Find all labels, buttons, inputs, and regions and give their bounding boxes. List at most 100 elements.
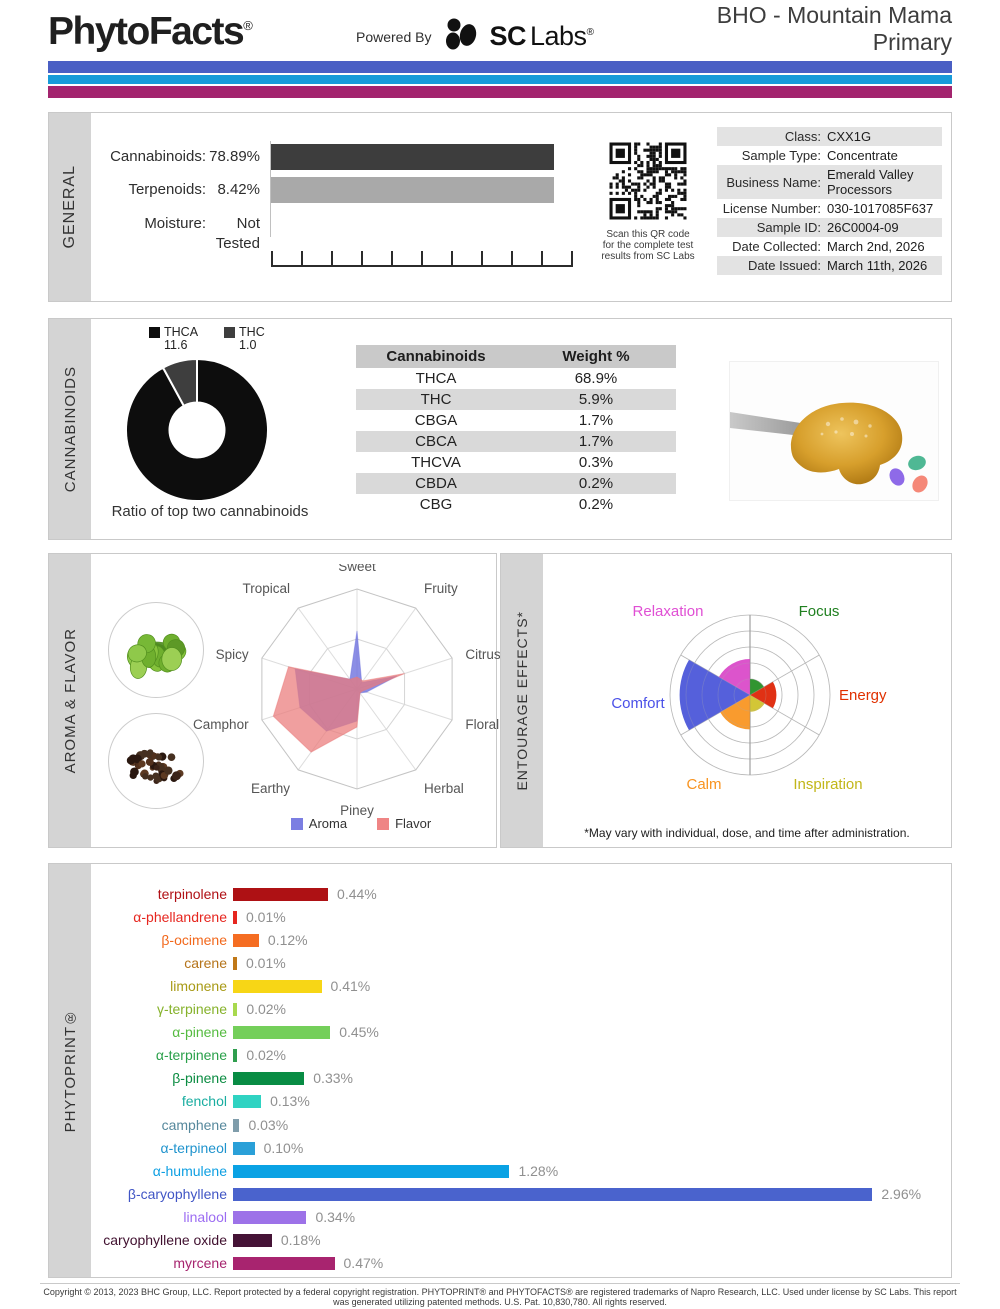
effect-label-energy: Energy [839,687,887,704]
info-value: CXX1G [827,129,872,144]
info-row: Date Issued: March 11th, 2026 [717,256,942,275]
peppercorns-image [108,713,204,809]
terpene-label: caryophyllene oxide [103,1231,227,1248]
cannabinoid-ratio-donut-chart [125,357,269,502]
terpene-bar [233,934,259,948]
sample-info-table: Class: CXX1G Sample Type: Concentrate Busine… [717,127,942,275]
section-phytoprint-strip: PHYTOPRINT® [49,864,91,1277]
brand-bar-magenta [48,86,952,98]
terpene-label: α-pinene [172,1024,227,1041]
terpene-value: 0.12% [267,932,308,949]
flavor-swatch [377,817,390,830]
donut-legend-swatch [224,326,236,338]
section-aroma-flavor: AROMA & FLAVOR Sweet Fruity Citrusy Floral H… [48,553,508,848]
radar-axis-label: Herbal [424,781,464,796]
column-header: Cannabinoids [386,348,486,365]
donut-legend-swatch [149,326,160,338]
terpene-bar [233,1118,240,1132]
terpene-bar [233,1003,238,1017]
section-cannabinoids: CANNABINOIDS THCA 11.6 THC 1.0 Ratio of top… [48,318,952,540]
donut-legend-label: THCA [164,325,199,339]
terpene-label: β-ocimene [161,932,227,949]
info-label: Sample ID: [756,220,821,235]
section-entourage: ENTOURAGE EFFECTS* Energy Focus Relaxation… [500,553,952,848]
radar-axis-label: Piney [340,803,374,818]
cannabinoid-cell: 68.9% [574,370,618,387]
donut-legend-item: THC 1.0 [224,325,265,352]
qr-caption: Scan this QR code for the complete test … [601,229,695,262]
section-cannabinoids-title: CANNABINOIDS [61,365,79,493]
cannabinoid-cell: THCVA [411,454,461,471]
info-row: Sample Type: Concentrate [717,146,942,165]
general-axis-line [270,141,271,237]
info-label: Date Collected: [732,239,821,254]
section-phytoprint: PHYTOPRINT® terpinolene 0.44% α-phellandre… [48,863,952,1278]
radar-axis-label: Floral [465,717,499,732]
sclabs-wordmark: SC Labs® [489,21,594,51]
terpene-label: γ-terpinene [156,1001,227,1018]
effect-wedge-calm [720,695,750,730]
cannabinoid-cell: 0.3% [578,454,614,471]
radar-axis-label: Tropical [242,581,290,596]
section-entourage-strip: ENTOURAGE EFFECTS* [501,554,543,847]
terpene-bar [233,1049,238,1063]
terpene-value: 0.44% [337,886,377,902]
terpene-value: 0.33% [313,1070,353,1087]
sclabs-logo-icon [440,14,480,59]
product-photo [729,361,939,501]
entourage-footnote: *May vary with individual, dose, and tim… [584,826,910,840]
terpene-label: α-terpineol [160,1139,227,1156]
concentrate-blob [790,402,903,485]
terpene-bar [233,1233,272,1247]
terpene-value: 0.01% [246,955,286,972]
terpene-bar [233,888,329,901]
terpene-label: carene [184,955,227,972]
donut-legend-value: 1.0 [239,338,257,352]
info-label: License Number: [722,201,821,216]
phytofacts-logo-text: PhytoFacts [48,10,245,53]
info-label: Class: [784,129,821,144]
legend-item-aroma: Aroma [290,816,347,831]
effect-label-comfort: Comfort [611,695,665,712]
terpene-label: β-caryophyllene [127,1185,227,1202]
info-row: Business Name: Emerald Valley Processors [717,165,942,199]
section-general: GENERAL Cannabinoids: 78.89% Terpenoids: 8.… [48,112,952,302]
terpene-value: 0.02% [246,1047,287,1064]
general-row-value: 78.89% [209,148,260,165]
info-value: March 2nd, 2026 [827,239,925,254]
section-aroma-body: Sweet Fruity Citrusy Floral Herbal Piney Earth… [91,554,508,847]
cannabinoids-table: Cannabinoids Weight % THCA 68.9% THC 5.9% CBGA… [356,345,676,515]
effect-wedge-focus [750,679,764,695]
effect-wedge-comfort [679,659,750,731]
registered-mark: ® [243,18,253,33]
brand-bar-blue [48,61,952,73]
terpene-label: myrcene [173,1254,227,1271]
terpene-bar-chart: terpinolene 0.44% α-phellandrene 0.01% β-oci… [91,864,951,1277]
terpene-label: camphene [161,1116,227,1133]
terpene-bar [233,1141,255,1155]
powered-by-label: Powered By [356,28,432,45]
section-general-title: GENERAL [61,165,78,249]
cannabinoid-cell: 5.9% [578,391,614,408]
terpene-bar [233,1256,335,1270]
blob-highlights [820,417,872,438]
terpene-value: 0.45% [339,1024,379,1041]
hops-image [108,602,204,698]
general-row-value: 8.42% [217,181,260,198]
info-row: License Number: 030-1017085F637 [717,199,942,218]
effect-label-focus: Focus [799,603,840,620]
effect-wedge-energy [750,681,777,709]
terpene-label: α-humulene [152,1162,227,1179]
radar-axis-label: Sweet [338,564,376,574]
section-entourage-body: Energy Focus Relaxation Comfort Calm Inspirat… [543,554,951,847]
section-aroma-strip: AROMA & FLAVOR [49,554,91,847]
terpene-value: 2.96% [881,1185,922,1202]
terpene-label: terpinolene [157,886,227,902]
terpene-value: 0.18% [280,1231,321,1248]
section-general-body: Cannabinoids: 78.89% Terpenoids: 8.42% Moist… [91,113,951,301]
radar-series-flavor [272,666,405,753]
powered-by-group: Powered By SC Labs® [356,14,594,59]
radar-axis-label: Citrusy [465,647,507,662]
info-label: Sample Type: [741,148,821,163]
info-value: 030-1017085F637 [827,201,934,216]
